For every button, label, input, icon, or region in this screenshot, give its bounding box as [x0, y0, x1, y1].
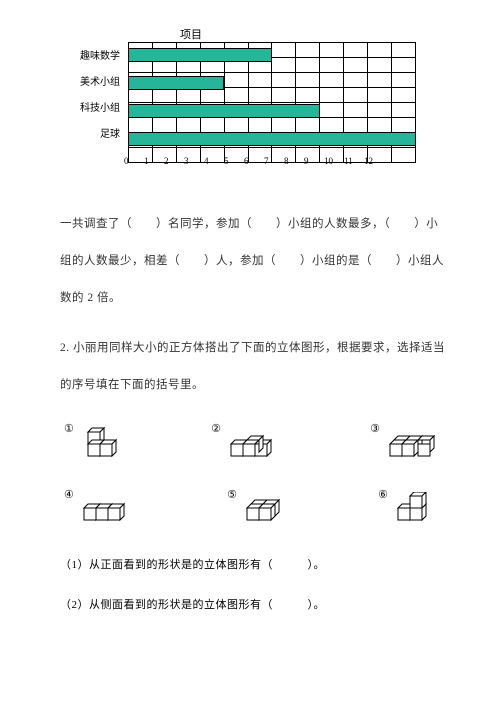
y-label-3: 足球: [70, 122, 124, 148]
bar-chart: 项目 趣味数学 美术小组 科技小组 足球 0: [70, 30, 430, 180]
cube-label-5: ⑤: [227, 488, 237, 501]
cube-icon: [82, 498, 134, 526]
cube-label-4: ④: [64, 488, 74, 501]
cube-icon: [82, 426, 126, 462]
cube-6: ⑥: [378, 492, 436, 526]
cube-4: ④: [64, 492, 134, 526]
bar-0: [128, 48, 272, 62]
cube-3: ③: [370, 426, 436, 462]
bar-1: [128, 76, 224, 90]
y-label-0: 趣味数学: [70, 44, 124, 70]
cube-2: ②: [211, 426, 285, 462]
cube-icon: [396, 492, 436, 526]
x-axis-labels: 0 1 2 3 4 5 6 7 8 9 10 11 12: [128, 156, 428, 166]
cube-icon: [229, 434, 285, 462]
chart-grid: [128, 42, 416, 154]
cube-label-2: ②: [211, 422, 221, 435]
question-1-text: 一共调查了（ ）名同学，参加（ ）小组的人数最多，（ ）小组的人数最少，相差（ …: [60, 206, 450, 316]
cube-icon: [245, 496, 285, 526]
x-tick: 12: [364, 156, 388, 166]
bar-3: [128, 132, 416, 146]
question-2-text: 2. 小丽用同样大小的正方体搭出了下面的立体图形，根据要求，选择适当的序号填在下…: [60, 330, 450, 404]
cube-label-3: ③: [370, 422, 380, 435]
cube-row-1: ① ②: [60, 426, 450, 462]
page-root: 项目 趣味数学 美术小组 科技小组 足球 0: [0, 0, 500, 666]
cube-row-2: ④ ⑤ ⑥: [60, 492, 450, 526]
cube-5: ⑤: [227, 492, 285, 526]
cube-label-6: ⑥: [378, 488, 388, 501]
y-label-1: 美术小组: [70, 70, 124, 96]
y-label-2: 科技小组: [70, 96, 124, 122]
y-axis-labels: 趣味数学 美术小组 科技小组 足球: [70, 44, 124, 148]
cube-1: ①: [64, 426, 126, 462]
question-2-sub-2: （2）从侧面看到的形状是的立体图形有（ ）。: [60, 596, 450, 612]
cube-icon: [388, 432, 436, 462]
chart-title: 项目: [180, 26, 202, 42]
bar-2: [128, 104, 320, 118]
question-2-sub-1: （1）从正面看到的形状是的立体图形有（ ）。: [60, 556, 450, 572]
cube-label-1: ①: [64, 422, 74, 435]
